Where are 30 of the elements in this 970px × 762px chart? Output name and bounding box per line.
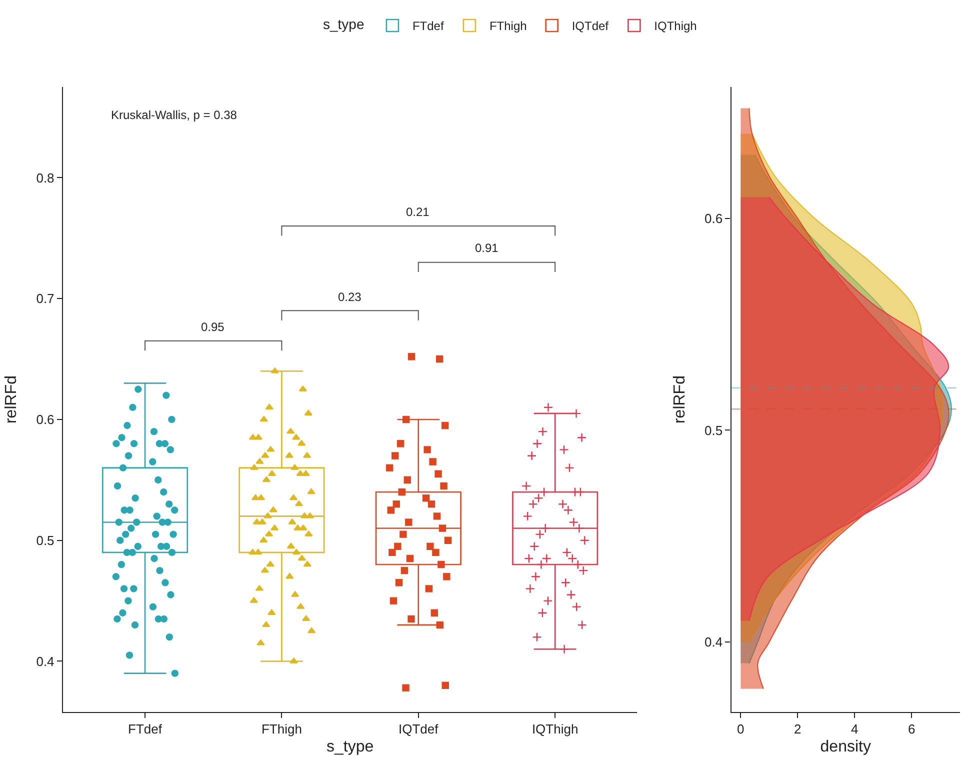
x-axis-title: density <box>820 738 871 756</box>
y-tick-label: 0.7 <box>36 291 54 306</box>
x-tick-label: 2 <box>794 722 802 737</box>
x-axis-title: s_type <box>326 738 374 756</box>
annotation: 0.91 <box>475 241 499 255</box>
y-tick-label: 0.8 <box>36 170 54 186</box>
y-tick-label: 0.4 <box>704 634 723 650</box>
legend-title: s_type <box>323 16 364 32</box>
x-tick-label: 4 <box>850 722 858 737</box>
annotation: Kruskal-Wallis, p = 0.38 <box>111 108 238 122</box>
y-tick-label: 0.6 <box>36 412 54 428</box>
legend-label: IQThigh <box>654 19 697 34</box>
annotation: 0.95 <box>201 320 225 334</box>
annotation: 0.23 <box>338 290 362 304</box>
legend-label: FThigh <box>489 19 527 34</box>
x-tick-label: IQThigh <box>532 722 578 737</box>
legend-label: IQTdef <box>572 19 610 34</box>
y-axis-title: relRFd <box>3 376 20 424</box>
y-tick-label: 0.5 <box>704 422 723 438</box>
x-tick-label: FThigh <box>261 722 302 737</box>
y-tick-label: 0.6 <box>704 210 723 226</box>
x-tick-label: FTdef <box>128 722 162 737</box>
x-tick-label: 6 <box>908 722 916 737</box>
y-tick-label: 0.4 <box>36 654 54 669</box>
x-tick-label: 0 <box>737 722 744 737</box>
legend-label: FTdef <box>412 19 444 34</box>
y-axis-title: relRFd <box>671 376 688 424</box>
x-tick-label: IQTdef <box>398 722 439 737</box>
annotation: 0.21 <box>406 205 430 219</box>
y-tick-label: 0.5 <box>36 532 54 548</box>
